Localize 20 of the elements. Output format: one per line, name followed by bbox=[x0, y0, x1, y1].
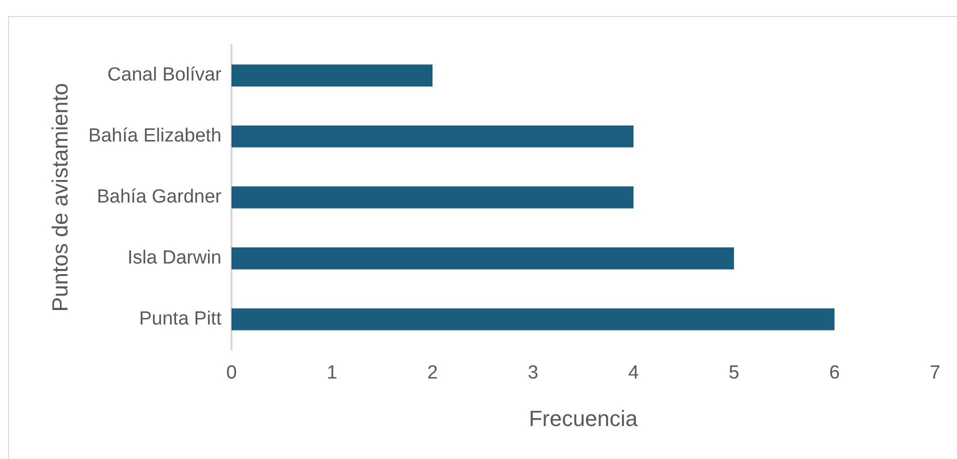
x-tick-label: 4 bbox=[628, 362, 640, 384]
y-tick-label: Bahía Gardner bbox=[96, 186, 222, 208]
y-tick-label: Punta Pitt bbox=[139, 308, 222, 330]
x-tick-label: 6 bbox=[829, 362, 840, 384]
x-tick-label: 0 bbox=[226, 362, 237, 384]
x-tick-label: 1 bbox=[326, 362, 338, 384]
x-tick-label: 2 bbox=[427, 362, 438, 384]
bar bbox=[231, 308, 834, 330]
y-axis-title: Puntos de avistamiento bbox=[47, 83, 72, 312]
x-axis-title: Frecuencia bbox=[528, 406, 638, 431]
bar bbox=[231, 64, 432, 86]
bar bbox=[231, 186, 634, 208]
y-tick-label: Bahía Elizabeth bbox=[88, 126, 222, 147]
bar bbox=[231, 125, 634, 148]
x-tick-label: 3 bbox=[528, 362, 538, 384]
x-tick-label: 7 bbox=[930, 362, 940, 384]
y-tick-label: Isla Darwin bbox=[128, 248, 222, 269]
y-tick-label: Canal Bolívar bbox=[107, 64, 222, 86]
x-tick-label: 5 bbox=[728, 362, 740, 384]
bar bbox=[231, 247, 734, 270]
